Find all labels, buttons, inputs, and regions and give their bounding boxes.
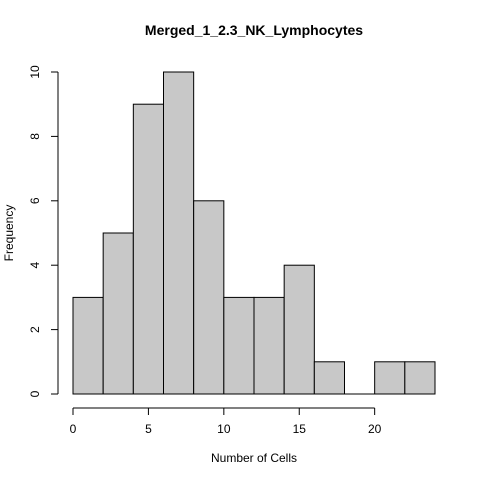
x-tick-label: 15 bbox=[293, 422, 307, 436]
histogram-bar bbox=[283, 264, 315, 395]
histogram-bar bbox=[313, 361, 346, 395]
y-tick-label: 8 bbox=[28, 133, 42, 140]
histogram-bar bbox=[223, 296, 255, 395]
histogram-bar bbox=[72, 296, 104, 395]
y-tick-label: 4 bbox=[28, 262, 42, 269]
x-tick-label: 0 bbox=[70, 422, 77, 436]
histogram-bar bbox=[102, 232, 134, 395]
histogram-bar bbox=[253, 296, 285, 395]
x-tick-label: 5 bbox=[145, 422, 152, 436]
y-tick-label: 6 bbox=[28, 197, 42, 204]
y-axis-label: Frequency bbox=[2, 205, 16, 262]
histogram-bar bbox=[132, 103, 164, 395]
x-tick-label: 10 bbox=[217, 422, 231, 436]
histogram-bar bbox=[193, 200, 225, 395]
histogram-bar bbox=[374, 361, 406, 395]
histogram-bar bbox=[404, 361, 436, 395]
y-axis: 0 2 4 6 8 10 bbox=[28, 65, 59, 397]
y-tick-label: 0 bbox=[28, 390, 42, 397]
x-tick-label: 20 bbox=[368, 422, 382, 436]
y-tick-label: 10 bbox=[28, 65, 42, 79]
bars-group bbox=[72, 71, 436, 395]
chart-title: Merged_1_2.3_NK_Lymphocytes bbox=[145, 22, 363, 38]
x-axis: 0 5 10 15 20 bbox=[70, 407, 382, 436]
histogram-bar bbox=[163, 71, 195, 395]
y-tick-label: 2 bbox=[28, 326, 42, 333]
x-axis-label: Number of Cells bbox=[211, 451, 297, 465]
